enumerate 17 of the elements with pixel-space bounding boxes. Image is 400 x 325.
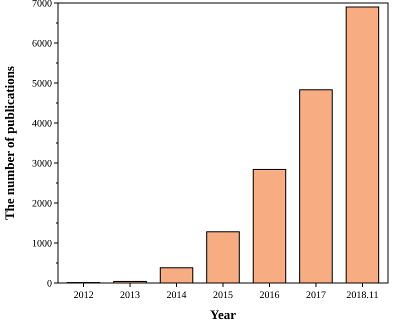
x-tick-label: 2017: [306, 290, 326, 301]
y-tick-label: 3000: [32, 158, 52, 170]
y-tick-label: 4000: [32, 118, 52, 130]
x-tick-label: 2012: [74, 290, 94, 301]
x-tick-label: 2014: [166, 290, 187, 301]
x-tick-label: 2015: [213, 290, 233, 301]
y-tick-label: 5000: [32, 78, 52, 90]
x-tick-label: 2016: [259, 290, 280, 301]
y-tick-label: 7000: [32, 0, 52, 10]
y-tick-label: 6000: [32, 38, 52, 50]
x-axis-title: Year: [210, 307, 236, 322]
y-tick-label: 1000: [32, 238, 52, 250]
y-axis-title: The number of publications: [2, 66, 17, 220]
x-tick-label: 2013: [120, 290, 140, 301]
x-tick-label: 2018.11: [346, 290, 379, 301]
y-tick-label: 2000: [32, 198, 52, 210]
y-tick-label: 0: [47, 278, 52, 290]
